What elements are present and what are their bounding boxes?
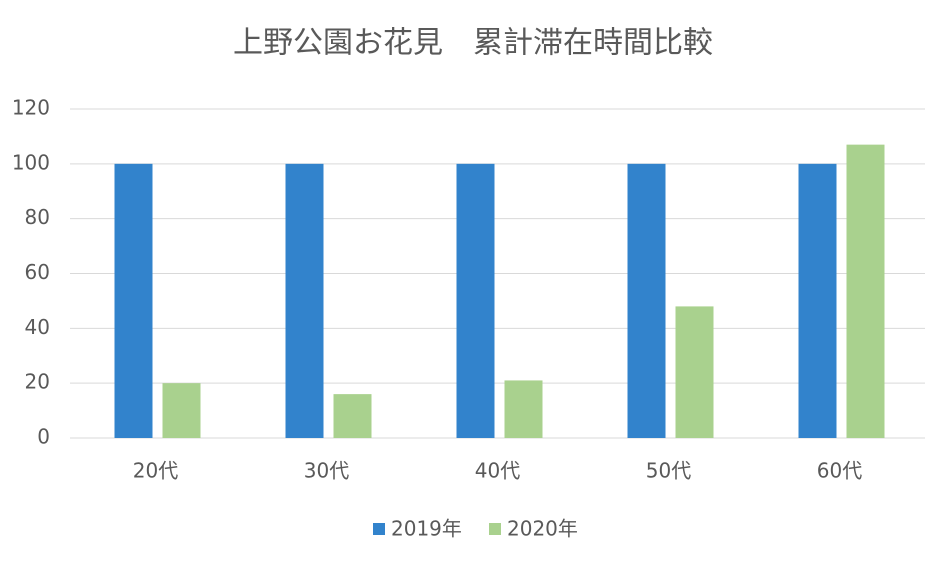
chart-title: 上野公園お花見 累計滞在時間比較 (233, 26, 713, 61)
y-tick-label: 40 (25, 315, 50, 339)
bar (162, 383, 201, 438)
bar (285, 163, 324, 439)
y-tick-label: 60 (25, 260, 50, 284)
bar (846, 144, 885, 438)
y-tick-label: 0 (37, 425, 50, 449)
y-tick-label: 100 (12, 150, 50, 174)
bar (798, 163, 837, 439)
x-tick-label: 30代 (304, 459, 349, 483)
legend-swatch (489, 523, 501, 535)
bar (456, 163, 495, 439)
y-tick-label: 20 (25, 370, 50, 394)
y-tick-label: 80 (25, 205, 50, 229)
x-tick-label: 40代 (475, 459, 520, 483)
bar (333, 394, 372, 438)
x-tick-label: 60代 (817, 459, 862, 483)
legend-swatch (373, 523, 385, 535)
legend-label: 2019年 (391, 517, 462, 541)
x-tick-label: 50代 (646, 459, 691, 483)
bar (504, 380, 543, 438)
legend-label: 2020年 (507, 517, 578, 541)
x-tick-label: 20代 (133, 459, 178, 483)
bar (675, 306, 714, 438)
bar (114, 163, 153, 439)
bar (627, 163, 666, 439)
y-tick-label: 120 (12, 96, 50, 120)
